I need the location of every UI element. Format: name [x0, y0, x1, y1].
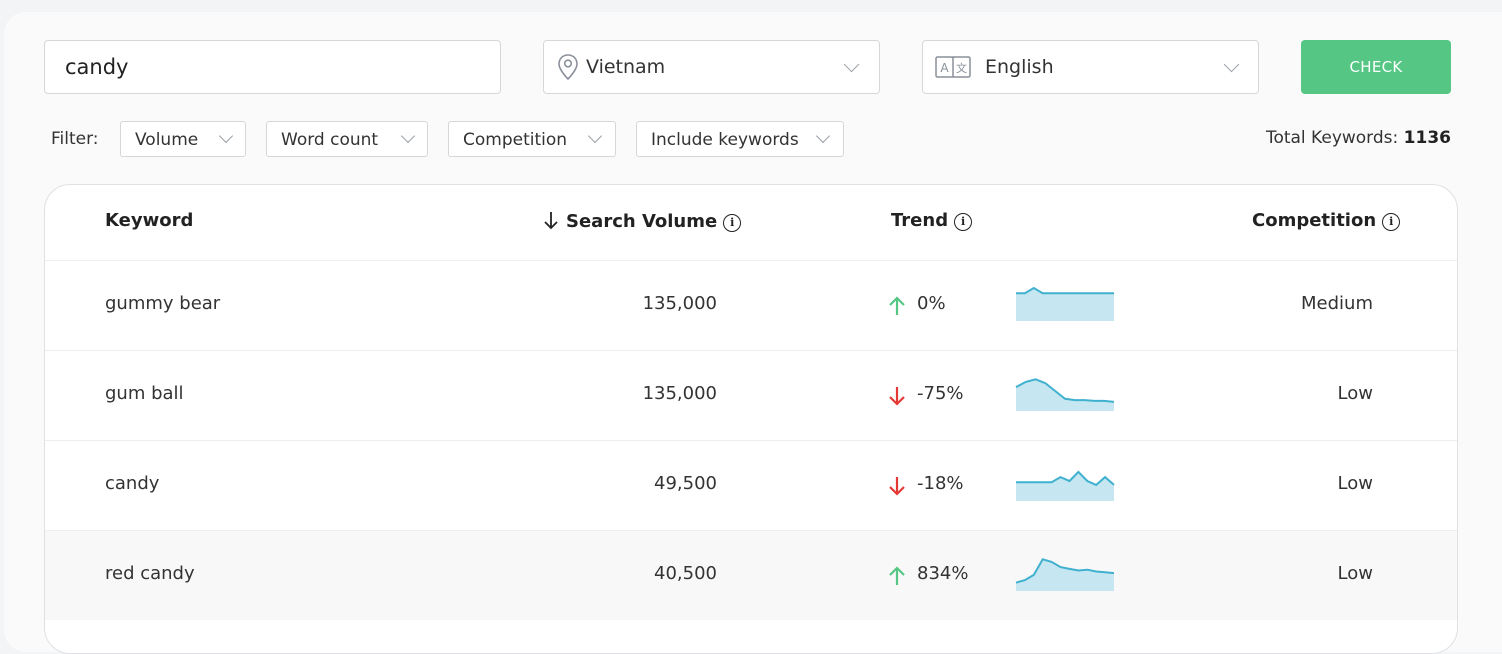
- trend-sparkline: [1016, 470, 1115, 501]
- trend-percent-cell: -18%: [917, 473, 964, 494]
- arrow-down-icon: [889, 387, 905, 406]
- keyword-cell: gummy bear: [105, 293, 221, 314]
- keyword-input[interactable]: [44, 40, 501, 94]
- search-volume-cell: 135,000: [642, 293, 717, 314]
- chevron-down-icon: [218, 128, 234, 144]
- trend-percent-cell: 0%: [917, 293, 946, 314]
- table-row[interactable]: gummy bear 135,000 0% Medium: [45, 260, 1457, 350]
- filter-competition-label: Competition: [463, 130, 568, 150]
- column-header-volume-label: Search Volume: [566, 211, 718, 232]
- chevron-down-icon: [815, 128, 831, 144]
- info-icon[interactable]: i: [954, 213, 973, 231]
- sparkline-line: [1016, 286, 1114, 295]
- translate-icon: A 文: [935, 56, 971, 78]
- arrow-up-icon: [889, 566, 905, 585]
- search-volume-cell: 49,500: [654, 473, 717, 494]
- arrow-down-icon: [889, 477, 905, 496]
- keywords-table: Keyword Search Volume i Trend i Competitio…: [44, 184, 1458, 654]
- chevron-down-icon: [587, 128, 603, 144]
- trend-percent-cell: -75%: [917, 383, 964, 404]
- column-header-trend[interactable]: Trend i: [891, 210, 973, 231]
- column-header-keyword-label: Keyword: [105, 210, 194, 231]
- trend-sparkline: [1016, 286, 1114, 321]
- filter-label: Filter:: [51, 129, 99, 149]
- column-header-competition[interactable]: Competition i: [1252, 210, 1401, 231]
- table-row[interactable]: gum ball 135,000 -75% Low: [45, 350, 1457, 440]
- chevron-down-icon: [400, 128, 416, 144]
- info-icon[interactable]: i: [723, 214, 742, 232]
- check-button[interactable]: CHECK: [1301, 40, 1451, 94]
- svg-text:A: A: [940, 61, 949, 75]
- trend-percent-cell: 834%: [917, 563, 969, 584]
- keyword-cell: gum ball: [105, 383, 184, 404]
- sparkline-line: [1015, 378, 1115, 403]
- filter-include-keywords-label: Include keywords: [651, 130, 799, 150]
- column-header-search-volume[interactable]: Search Volume i: [542, 210, 742, 232]
- info-icon[interactable]: i: [1382, 213, 1401, 231]
- column-header-competition-label: Competition: [1252, 210, 1377, 231]
- trend-sparkline: [1015, 378, 1115, 411]
- sparkline-line: [1015, 558, 1115, 584]
- competition-cell: Low: [1337, 473, 1373, 494]
- search-volume-cell: 40,500: [654, 563, 717, 584]
- sparkline-area: [1016, 379, 1114, 411]
- filter-competition-dropdown[interactable]: Competition: [448, 121, 616, 157]
- chevron-down-icon: [1223, 56, 1240, 73]
- location-select[interactable]: Vietnam: [543, 40, 880, 94]
- location-value: Vietnam: [586, 56, 666, 78]
- arrow-up-icon: [889, 296, 905, 315]
- svg-text:文: 文: [956, 61, 967, 75]
- table-row[interactable]: candy 49,500 -18% Low: [45, 440, 1457, 530]
- sparkline-area: [1016, 559, 1114, 591]
- language-value: English: [985, 56, 1054, 78]
- chevron-down-icon: [843, 56, 860, 73]
- competition-cell: Low: [1337, 383, 1373, 404]
- filter-volume-dropdown[interactable]: Volume: [120, 121, 246, 157]
- column-header-keyword[interactable]: Keyword: [105, 210, 193, 231]
- filter-word-count-label: Word count: [281, 130, 379, 150]
- sparkline-line: [1016, 470, 1115, 487]
- location-pin-icon: [558, 54, 578, 81]
- language-select[interactable]: A 文 English: [922, 40, 1259, 94]
- trend-sparkline: [1015, 558, 1115, 591]
- table-row[interactable]: red candy 40,500 834% Low: [45, 530, 1457, 620]
- total-keywords-value: 1136: [1403, 128, 1451, 148]
- total-keywords-label: Total Keywords:: [1265, 128, 1399, 148]
- sparkline-area: [1016, 471, 1114, 501]
- search-volume-cell: 135,000: [642, 383, 717, 404]
- competition-cell: Low: [1337, 563, 1373, 584]
- sort-descending-icon: [544, 212, 558, 230]
- keyword-cell: red candy: [105, 563, 195, 584]
- sparkline-area: [1016, 288, 1114, 321]
- column-header-trend-label: Trend: [891, 210, 949, 231]
- filter-word-count-dropdown[interactable]: Word count: [266, 121, 428, 157]
- filter-include-keywords-dropdown[interactable]: Include keywords: [636, 121, 844, 157]
- filter-volume-label: Volume: [135, 130, 199, 150]
- competition-cell: Medium: [1301, 293, 1373, 314]
- total-keywords: Total Keywords: 1136: [1266, 128, 1451, 148]
- keyword-cell: candy: [105, 473, 160, 494]
